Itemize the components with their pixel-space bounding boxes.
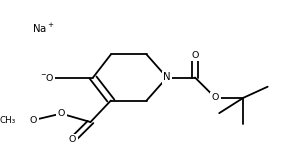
- Text: O: O: [69, 135, 76, 144]
- Text: O: O: [57, 109, 65, 118]
- Text: O: O: [30, 116, 37, 125]
- Text: $^{-}$O: $^{-}$O: [40, 72, 55, 83]
- Text: Na$^+$: Na$^+$: [32, 22, 55, 35]
- Text: O: O: [191, 51, 199, 60]
- Text: CH₃: CH₃: [0, 116, 16, 125]
- Text: N: N: [163, 73, 171, 82]
- Text: O: O: [212, 93, 219, 102]
